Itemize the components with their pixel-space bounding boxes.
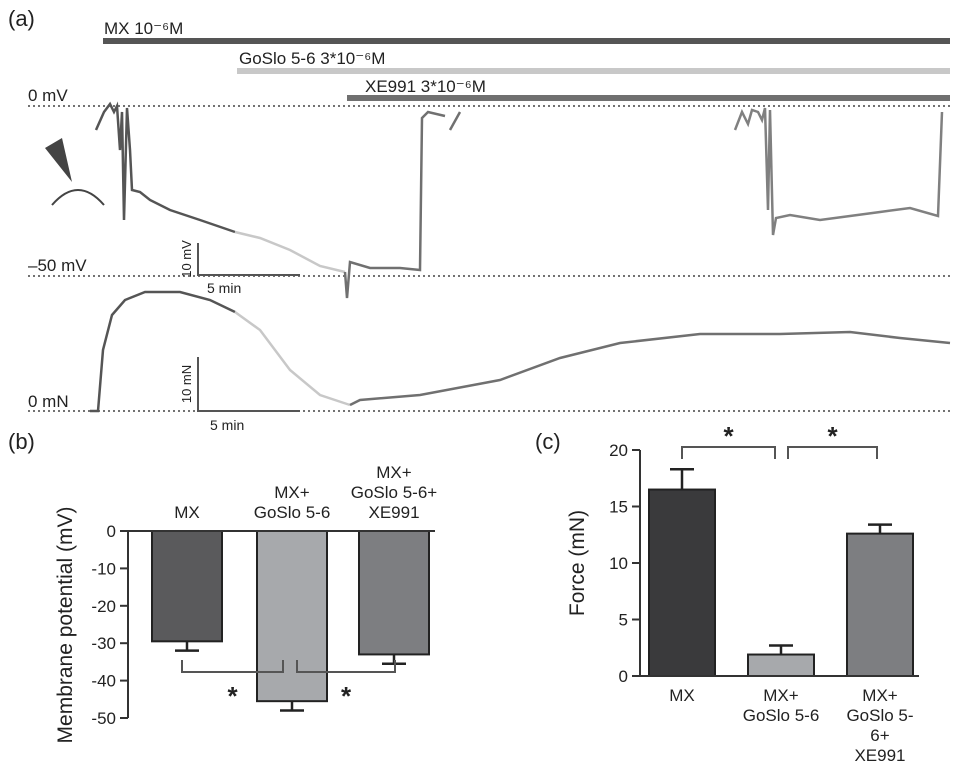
voltage-trace bbox=[94, 101, 944, 299]
x-tick-label: MX bbox=[669, 686, 695, 705]
scale-label: 5 min bbox=[210, 417, 244, 433]
x-tick-label: MX+ GoSlo 5-6 bbox=[253, 483, 331, 522]
y-tick-label: 10 bbox=[609, 554, 628, 573]
y-tick-label: -30 bbox=[91, 634, 116, 653]
y-tick-label: 15 bbox=[609, 498, 628, 517]
x-tick-label: MX+ GoSlo 5-6+ XE991 bbox=[846, 686, 914, 765]
scale-label: 10 mN bbox=[179, 365, 194, 403]
significance-bracket bbox=[787, 446, 878, 459]
x-tick-label: MX+ GoSlo 5-6+ XE991 bbox=[350, 463, 438, 522]
bar bbox=[151, 530, 223, 643]
y-tick-label: -40 bbox=[91, 672, 116, 691]
scale-label: 5 min bbox=[207, 280, 241, 296]
electrode-icon bbox=[45, 138, 72, 182]
treatment-label: GoSlo 5-6 3*10⁻⁶M bbox=[239, 49, 385, 68]
significance-label: * bbox=[723, 421, 734, 451]
force-trace bbox=[90, 290, 951, 413]
y-tick-label: 20 bbox=[609, 441, 628, 460]
bar bbox=[358, 530, 430, 656]
y-tick-label: -50 bbox=[91, 709, 116, 728]
scale-bar bbox=[197, 243, 300, 276]
y-axis-label: Membrane potential (mV) bbox=[54, 507, 77, 744]
panel-label: (a) bbox=[8, 6, 35, 31]
scale-label: 10 mV bbox=[179, 240, 194, 278]
treatment-label: MX 10⁻⁶M bbox=[104, 19, 183, 38]
significance-label: * bbox=[227, 681, 238, 711]
y-axis-label: Force (mN) bbox=[566, 510, 589, 616]
cell-icon bbox=[51, 189, 105, 206]
bar bbox=[648, 488, 716, 677]
reference-label: –50 mV bbox=[28, 256, 87, 275]
significance-bracket bbox=[296, 660, 396, 673]
reference-label: 0 mN bbox=[28, 392, 69, 411]
y-tick-label: -20 bbox=[91, 597, 116, 616]
significance-bracket bbox=[681, 446, 776, 459]
y-tick-label: -10 bbox=[91, 559, 116, 578]
x-tick-label: MX bbox=[174, 503, 200, 522]
panel-label: (c) bbox=[535, 429, 561, 454]
significance-bracket bbox=[181, 660, 284, 673]
significance-label: * bbox=[341, 681, 352, 711]
panel-label: (b) bbox=[8, 429, 35, 454]
y-tick-label: 5 bbox=[619, 611, 628, 630]
bar bbox=[747, 653, 815, 678]
scale-bar bbox=[197, 357, 300, 412]
y-tick-label: 0 bbox=[619, 667, 628, 686]
bar bbox=[256, 530, 328, 703]
significance-label: * bbox=[827, 421, 838, 451]
treatment-label: XE991 3*10⁻⁶M bbox=[365, 77, 486, 96]
x-tick-label: MX+ GoSlo 5-6 bbox=[742, 686, 820, 725]
reference-label: 0 mV bbox=[28, 86, 68, 105]
bar bbox=[846, 532, 914, 677]
y-tick-label: 0 bbox=[107, 522, 116, 541]
